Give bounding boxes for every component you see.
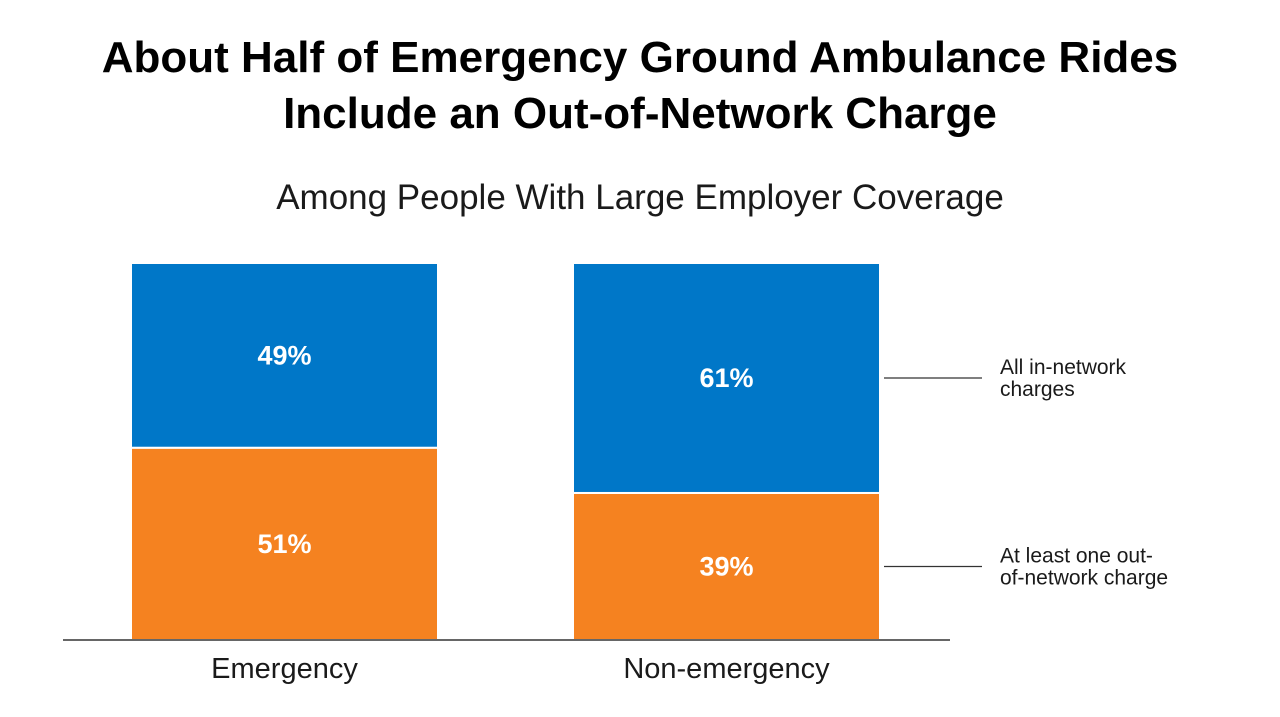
data-label-non-emergency-series-0: 39%	[699, 551, 753, 581]
legend-label-1-line-1: charges	[1000, 378, 1075, 401]
legend-label-0-line-1: of-network charge	[1000, 566, 1168, 589]
legend-label-1-line-0: All in-network	[1000, 356, 1127, 379]
bar-emergency-series-1	[130, 262, 439, 449]
x-tick-label-emergency: Emergency	[211, 653, 358, 685]
bar-non-emergency-series-1	[572, 262, 881, 494]
legend-label-1: All in-network charges	[1000, 356, 1127, 401]
data-label-non-emergency-series-1: 61%	[699, 363, 753, 393]
chart-subtitle: Among People With Large Employer Coverag…	[276, 178, 1004, 217]
bar-emergency-series-0	[130, 446, 439, 642]
chart-title: About Half of Emergency Ground Ambulance…	[0, 30, 1280, 142]
x-tick-label-non-emergency: Non-emergency	[623, 653, 830, 685]
data-label-emergency-series-1: 49%	[257, 340, 311, 370]
chart-title-line-1: About Half of Emergency Ground Ambulance…	[101, 33, 1179, 82]
legend-label-0: At least one out-of-network charge	[1000, 544, 1168, 589]
chart-title-line-2: Include an Out-of-Network Charge	[283, 89, 997, 138]
data-label-emergency-series-0: 51%	[257, 529, 311, 559]
legend-label-0-line-0: At least one out-	[1000, 544, 1153, 567]
